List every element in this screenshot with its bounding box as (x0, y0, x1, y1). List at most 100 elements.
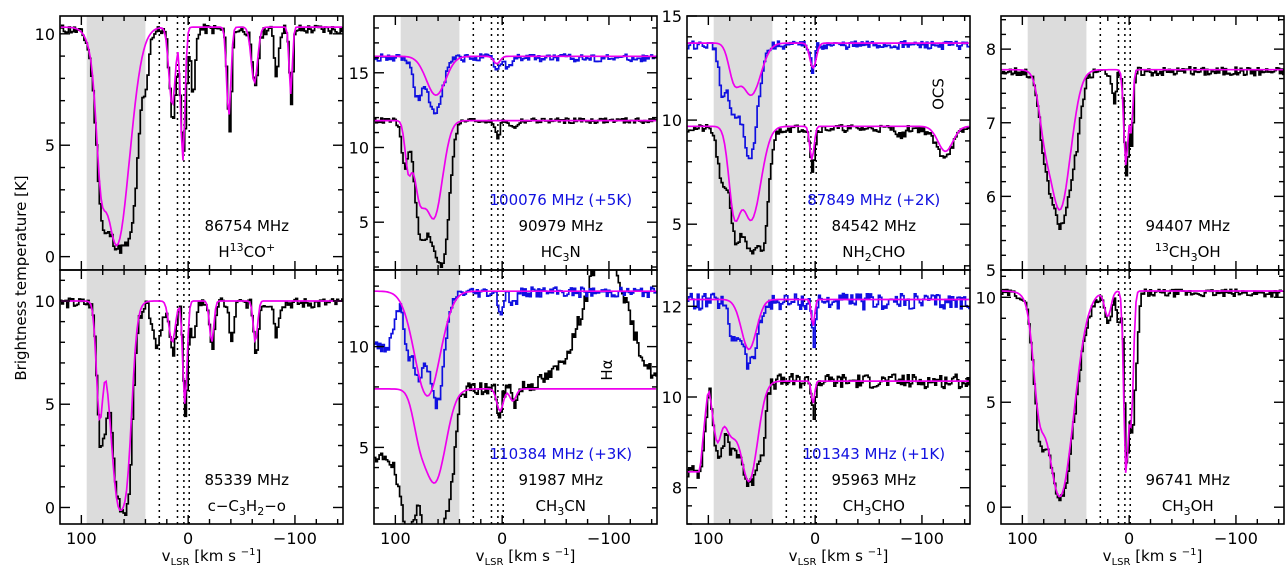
line-annotation: Hα (598, 359, 616, 380)
x-tick-label: 0 (183, 529, 193, 548)
frequency-label: 94407 MHz (1145, 217, 1230, 235)
y-tick-label: 10 (35, 292, 55, 311)
frequency-label: 86754 MHz (204, 217, 289, 235)
y-tick-label: 0 (986, 498, 996, 517)
y-tick-label: 15 (662, 7, 682, 26)
x-tick-label: −100 (1214, 529, 1258, 548)
y-tick-label: 7 (986, 114, 996, 133)
y-tick-label: 5 (45, 136, 55, 155)
axis-frame (373, 269, 658, 525)
series-model (60, 26, 342, 247)
velocity-band (713, 270, 773, 524)
x-tick-label: −100 (273, 529, 317, 548)
panel-p7: 8 10 12 100 0 −100 101343 MHz (+1K) 95963 MHz CH… (662, 269, 971, 548)
series-model (60, 300, 342, 512)
frequency-label: 90979 MHz (518, 217, 603, 235)
velocity-band (713, 16, 773, 270)
series-observed (1001, 66, 1284, 231)
x-tick-label: 100 (693, 529, 724, 548)
y-tick-label: 8 (672, 479, 682, 498)
frequency-label: 85339 MHz (204, 471, 289, 489)
series-observed-shifted (687, 40, 970, 160)
y-tick-label: 12 (662, 297, 682, 316)
series-observed (374, 270, 657, 524)
series-model (687, 380, 969, 483)
line-annotation: OCS (929, 78, 947, 110)
y-tick-label: 5 (672, 215, 682, 234)
panel-p2: 5 10 15 100076 MHz (+5K) 90979 MHz HC3N (349, 15, 658, 271)
y-tick-label: 15 (349, 64, 369, 83)
molecule-label: c−C3H2−o (208, 497, 286, 518)
x-axis-label: vLSR [km s −1] (162, 547, 262, 568)
molecule-label: HC3N (541, 243, 581, 264)
series-observed (60, 297, 343, 516)
x-axis-label: vLSR [km s −1] (1103, 547, 1203, 568)
panel-p4: 5 6 7 8 94407 MHz 13CH3OH (986, 15, 1285, 280)
x-tick-label: 100 (380, 529, 411, 548)
x-tick-label: −100 (900, 529, 944, 548)
x-tick-label: −100 (587, 529, 631, 548)
molecule-label: H13CO+ (218, 241, 275, 261)
series-model-shifted (687, 42, 969, 97)
frequency-label-shifted: 100076 MHz (+5K) (490, 191, 633, 209)
series-observed (60, 23, 343, 254)
frequency-label-shifted: 101343 MHz (+1K) (803, 445, 946, 463)
y-tick-label: 0 (45, 498, 55, 517)
panel-curves (60, 23, 343, 254)
panel-curves (1001, 288, 1284, 502)
frequency-label: 84542 MHz (831, 217, 916, 235)
panel-p1: 0 5 10 86754 MHz H13CO+ (35, 15, 344, 271)
x-axis-label: vLSR [km s −1] (789, 547, 889, 568)
x-tick-label: 0 (810, 529, 820, 548)
y-tick-label: 5 (986, 393, 996, 412)
x-tick-label: 0 (1124, 529, 1134, 548)
y-tick-label: 10 (349, 338, 369, 357)
y-tick-label: 10 (35, 25, 55, 44)
panels-group: 0 5 10 86754 MHz H13CO+ 5 10 15 100076 MHz (+5K)… (35, 7, 1285, 548)
panel-curves (374, 270, 657, 524)
y-tick-label: 10 (662, 111, 682, 130)
y-tick-label: 6 (986, 187, 996, 206)
y-tick-label: 5 (359, 438, 369, 457)
series-observed-shifted (687, 292, 970, 370)
panel-p5: 0 5 10 100 0 −100 85339 MHz c−C3H2−o (35, 269, 344, 548)
y-tick-label: 5 (45, 395, 55, 414)
x-tick-label: 100 (66, 529, 97, 548)
velocity-band (400, 16, 460, 270)
y-axis-label: Brightness temperature [K] (12, 175, 30, 380)
y-tick-label: 0 (45, 248, 55, 267)
series-model-shifted (374, 55, 656, 96)
y-tick-label: 8 (986, 40, 996, 59)
frequency-label-shifted: 110384 MHz (+3K) (490, 445, 633, 463)
series-model (374, 119, 656, 220)
series-model-shifted (374, 290, 656, 397)
series-model (687, 125, 969, 223)
series-observed (687, 123, 970, 255)
velocity-band (1027, 16, 1087, 270)
panel-p6: 5 10 100 0 −100 110384 MHz (+3K) 91987 MHz CH3C… (349, 269, 658, 548)
y-tick-label: 10 (349, 138, 369, 157)
x-tick-label: 0 (497, 529, 507, 548)
molecule-label: CH3CN (536, 497, 586, 518)
molecule-label: 13CH3OH (1155, 241, 1221, 264)
frequency-label: 91987 MHz (518, 471, 603, 489)
frequency-label-shifted: 87849 MHz (+2K) (807, 191, 940, 209)
x-axis-labels: vLSR [km s −1] vLSR [km s −1] vLSR [km s −… (162, 547, 1203, 568)
series-model-shifted (687, 298, 969, 351)
molecule-label: CH3CHO (843, 497, 905, 518)
molecule-label: CH3OH (1162, 497, 1214, 518)
y-tick-label: 10 (976, 288, 996, 307)
x-tick-label: 100 (1007, 529, 1038, 548)
series-model (1001, 68, 1283, 211)
frequency-label: 96741 MHz (1145, 471, 1230, 489)
panel-curves (687, 292, 970, 487)
panel-p3: 5 10 15 87849 MHz (+2K) 84542 MHz NH2CHO OCS (662, 7, 971, 271)
panel-curves (1001, 66, 1284, 231)
panel-curves (374, 53, 657, 268)
y-tick-label: 5 (986, 261, 996, 280)
panel-curves (687, 40, 970, 255)
axis-frame (1000, 269, 1285, 525)
frequency-label: 95963 MHz (831, 471, 916, 489)
axis-frame (59, 269, 344, 525)
